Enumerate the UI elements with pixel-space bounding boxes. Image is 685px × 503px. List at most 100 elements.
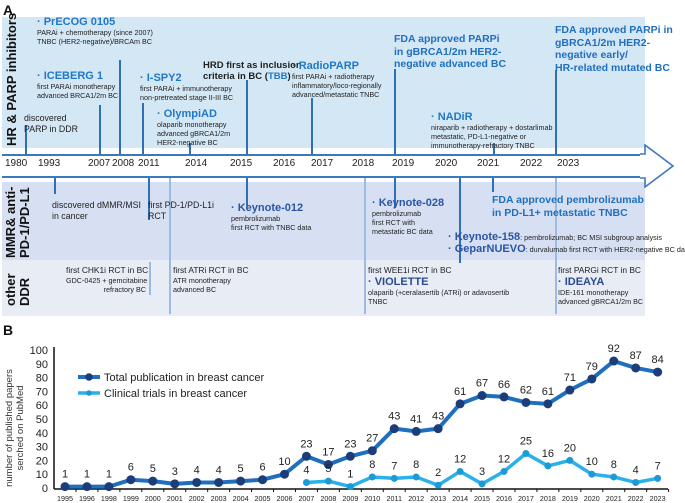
data-point-total-2006 (280, 469, 289, 479)
data-label-total-1996: 1 (84, 469, 90, 481)
data-label-clinical-2011: 7 (391, 460, 397, 472)
data-point-clinical-2019 (566, 456, 574, 464)
event-desc: advanced BC (173, 285, 217, 294)
y-tick-label: 80 (36, 373, 48, 385)
panel-b-label: B (3, 322, 14, 338)
timeline-year-2015: 2015 (230, 158, 253, 169)
event-violette: first WEE1i RCT in BC · VIOLETTE olapari… (368, 265, 509, 306)
event-desc: non-pretreated stage II-III BC (140, 93, 234, 102)
data-label-total-2011: 43 (388, 411, 400, 423)
data-point-clinical-2015 (478, 480, 486, 488)
data-point-total-2010 (367, 446, 377, 456)
event-title: · PrECOG 0105 (37, 16, 116, 28)
event-title: · Keynote-028 (372, 197, 445, 209)
timeline-year-1993: 1993 (38, 158, 61, 169)
data-label-clinical-2009: 1 (347, 469, 353, 481)
data-point-total-2000 (148, 476, 158, 486)
event-desc: PARAi + chemotherapy (since 2007) (37, 28, 153, 37)
event-desc: first PARAi + radiotherapy (292, 72, 375, 81)
event-title: · ICEBERG 1 (37, 70, 104, 82)
connector-2007 (99, 105, 101, 155)
event-desc: TNBC (368, 297, 388, 306)
event-fda-2019: FDA approved PARPi in gBRCA1/2m HER2- ne… (394, 33, 506, 71)
event-title: FDA approved PARPi (394, 33, 500, 45)
data-point-total-2020 (587, 374, 597, 384)
data-point-total-2002 (192, 477, 202, 487)
event-desc: first ATRi RCT in BC (173, 265, 249, 275)
data-point-total-2015 (477, 391, 487, 401)
y-axis-label: number of published papersserched on Pub… (4, 369, 26, 487)
data-point-total-1999 (126, 475, 136, 485)
data-label-total-2007: 23 (300, 438, 312, 450)
timeline-year-2016: 2016 (273, 158, 296, 169)
event-title: · IDEAYA (558, 276, 605, 288)
data-label-total-2015: 67 (476, 378, 488, 390)
data-label-clinical-2019: 20 (564, 442, 576, 454)
event-ideaya: first PARGi RCT in BC · IDEAYA IDE-161 m… (558, 265, 643, 306)
connector-2023 (555, 70, 557, 155)
timeline-year-1980: 1980 (5, 158, 28, 169)
event-title: FDA approved PARPi in (555, 24, 673, 36)
event-title: HR-related mutated BC (555, 61, 670, 74)
data-point-clinical-2010 (368, 473, 376, 481)
data-label-total-2022: 87 (630, 350, 642, 362)
data-label-total-2005: 6 (259, 462, 265, 474)
x-tick-label: 2010 (364, 494, 380, 503)
event-desc: ATR monotherapy (173, 276, 231, 285)
event-desc: first PARGi RCT in BC (558, 265, 641, 275)
data-label-total-2020: 79 (586, 361, 598, 373)
data-label-total-2002: 4 (194, 464, 200, 476)
connector-1980 (25, 125, 27, 155)
y-tick-label: 90 (36, 359, 48, 371)
x-tick-label: 2000 (145, 494, 161, 503)
y-tick-label: 60 (36, 400, 48, 412)
event-title: negative early/ (555, 49, 628, 61)
event-desc: PARP in DDR (24, 124, 78, 134)
connector-kn012 (246, 178, 248, 206)
data-point-total-2014 (455, 399, 465, 409)
timeline-year-2020: 2020 (435, 158, 458, 169)
data-label-clinical-2018: 16 (542, 448, 554, 460)
event-title: gBRCA1/2m HER2- (555, 36, 651, 49)
x-tick-label: 2021 (606, 494, 622, 503)
y-tick-label: 30 (36, 442, 48, 454)
x-tick-label: 2012 (408, 494, 424, 503)
data-label-clinical-2010: 8 (369, 459, 375, 471)
row-label-ddr: other DDR (3, 274, 32, 307)
x-tick-label: 2007 (298, 494, 314, 503)
y-tick-label: 20 (36, 455, 48, 467)
data-point-total-2019 (565, 385, 575, 395)
row-label-ddr-line2: DDR (17, 277, 32, 306)
data-point-total-2017 (521, 397, 531, 407)
data-label-total-2016: 66 (498, 379, 510, 391)
x-tick-label: 2015 (474, 494, 490, 503)
data-point-clinical-2011 (390, 474, 398, 482)
connector-2011-pd1 (148, 178, 150, 220)
data-point-clinical-2016 (500, 467, 508, 475)
x-tick-label: 2022 (628, 494, 644, 503)
connector-parg (555, 178, 557, 314)
connector-2014 (189, 143, 191, 155)
data-label-clinical-2016: 12 (498, 453, 510, 465)
hr-parp-band (2, 17, 645, 148)
event-desc: : pembrolizumab; BC MSI subgroup analysi… (520, 233, 662, 242)
data-point-clinical-2023 (654, 474, 662, 482)
x-tick-label: 2013 (430, 494, 446, 503)
event-chk1: first CHK1i RCT in BC GDC-0425 + gemcita… (66, 265, 148, 294)
connector-chk1 (149, 262, 151, 295)
data-point-clinical-2009 (346, 483, 354, 491)
x-tick-label: 2017 (518, 494, 534, 503)
timeline-year-2007: 2007 (88, 158, 111, 169)
connector-2011-atr (169, 178, 171, 314)
data-point-clinical-2007 (302, 478, 310, 486)
timeline-year-2011: 2011 (138, 158, 160, 169)
x-tick-label: 2019 (562, 494, 578, 503)
event-desc: first RCT with (372, 218, 415, 227)
data-label-clinical-2007: 4 (303, 464, 309, 476)
event-precog: · PrECOG 0105 PARAi + chemotherapy (sinc… (37, 16, 153, 46)
event-desc: discovered dMMR/MSI (52, 200, 141, 210)
x-tick-label: 2014 (452, 494, 468, 503)
data-point-total-1995 (60, 482, 70, 492)
data-label-clinical-2021: 8 (611, 459, 617, 471)
